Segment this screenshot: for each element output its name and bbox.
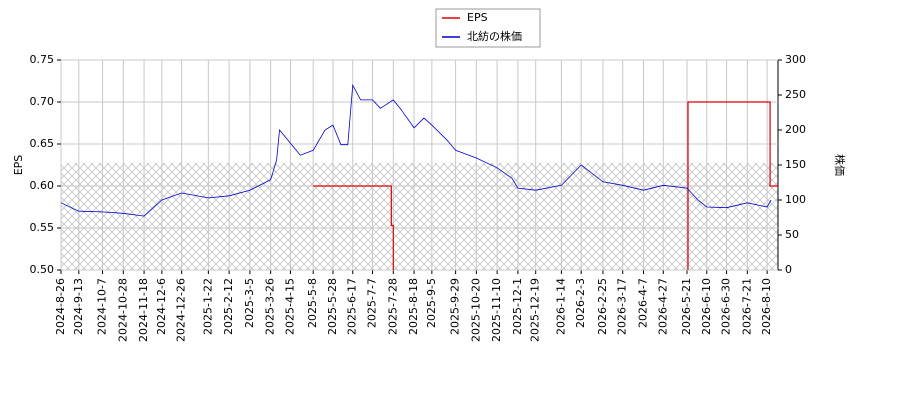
y-axis-label: EPS <box>12 155 25 176</box>
x-tick-label: 2024-12-6 <box>155 278 168 335</box>
x-tick-label: 2025-10-20 <box>469 278 482 342</box>
hatched-band <box>61 163 778 270</box>
x-tick-label: 2026-2-25 <box>596 278 609 335</box>
y2-tick-label: 100 <box>785 193 806 206</box>
y2-tick-label: 250 <box>785 88 806 101</box>
x-tick-label: 2026-7-21 <box>740 278 753 335</box>
y-tick-label: 0.60 <box>30 179 55 192</box>
x-tick-label: 2025-11-10 <box>490 278 503 342</box>
x-tick-label: 2026-4-27 <box>656 278 669 335</box>
x-tick-label: 2025-12-19 <box>529 278 542 342</box>
y-tick-label: 0.55 <box>30 221 55 234</box>
x-tick-label: 2026-4-7 <box>637 278 650 328</box>
y-tick-label: 0.65 <box>30 137 55 150</box>
x-tick-label: 2025-9-29 <box>449 278 462 335</box>
x-tick-label: 2026-6-10 <box>700 278 713 335</box>
y-tick-label: 0.70 <box>30 95 55 108</box>
series-line <box>60 83 772 217</box>
x-tick-label: 2025-3-26 <box>264 278 277 335</box>
y2-tick-label: 50 <box>785 228 799 241</box>
x-tick-label: 2025-3-5 <box>243 278 256 328</box>
y2-tick-label: 300 <box>785 53 806 66</box>
x-tick-label: 2025-2-12 <box>222 278 235 335</box>
x-tick-label: 2026-8-10 <box>760 278 773 335</box>
x-tick-label: 2026-2-3 <box>574 278 587 328</box>
y2-tick-label: 200 <box>785 123 806 136</box>
x-tick-label: 2025-9-5 <box>425 278 438 328</box>
x-tick-label: 2024-10-28 <box>116 278 129 342</box>
x-tick-label: 2025-12-1 <box>511 278 524 335</box>
x-tick-label: 2026-3-17 <box>616 278 629 335</box>
legend-label: EPS <box>467 11 488 24</box>
x-tick-label: 2024-12-26 <box>175 278 188 342</box>
series-line <box>313 101 778 270</box>
x-tick-label: 2024-9-13 <box>72 278 85 335</box>
y2-tick-label: 0 <box>785 263 792 276</box>
x-tick-label: 2025-6-17 <box>346 278 359 335</box>
x-tick-label: 2026-6-30 <box>720 278 733 335</box>
y-tick-label: 0.50 <box>30 263 55 276</box>
y2-axis-label: 株価 <box>833 154 847 176</box>
y-tick-label: 0.75 <box>30 53 55 66</box>
x-tick-label: 2024-11-18 <box>137 278 150 342</box>
legend-label: 北紡の株価 <box>467 29 522 43</box>
x-tick-label: 2025-4-15 <box>283 278 296 335</box>
x-tick-label: 2024-10-7 <box>96 278 109 335</box>
x-tick-label: 2025-5-28 <box>326 278 339 335</box>
y2-tick-label: 150 <box>785 158 806 171</box>
x-tick-label: 2026-1-14 <box>554 278 567 335</box>
x-tick-label: 2025-5-8 <box>306 278 319 328</box>
x-tick-label: 2025-1-22 <box>201 278 214 335</box>
x-tick-label: 2025-7-28 <box>386 278 399 335</box>
x-tick-label: 2025-8-18 <box>407 278 420 335</box>
x-tick-label: 2024-8-26 <box>54 278 67 335</box>
x-tick-label: 2026-5-21 <box>680 278 693 335</box>
x-tick-label: 2025-7-7 <box>366 278 379 328</box>
legend <box>435 8 541 48</box>
